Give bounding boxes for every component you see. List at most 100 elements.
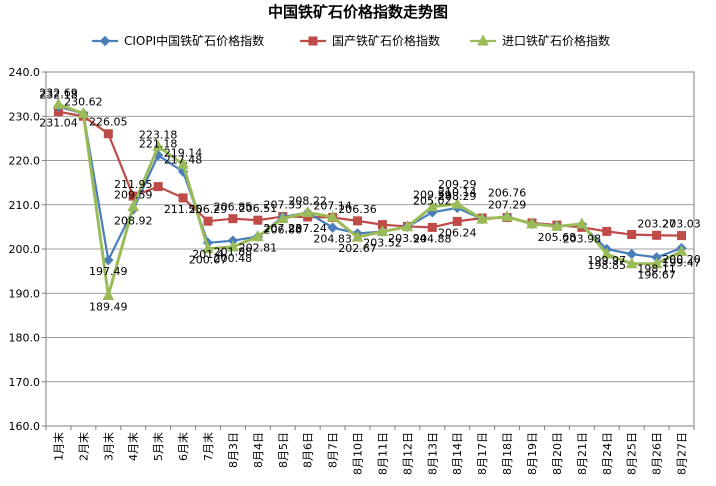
data-label: 203.52: [363, 237, 402, 250]
data-label: 202.67: [338, 242, 377, 255]
data-label: 206.85: [214, 201, 253, 214]
data-label: 232.18: [39, 89, 78, 102]
x-tick-label: 8月20日: [551, 432, 564, 475]
series-point: [675, 244, 688, 256]
data-label: 196.67: [637, 269, 676, 282]
x-tick-label: 5月末: [151, 432, 165, 461]
data-label: 200.07: [189, 254, 228, 267]
series-point: [276, 212, 289, 224]
y-tick-label: 240.0: [9, 66, 41, 79]
data-label: 205.02: [413, 194, 452, 207]
data-label: 204.88: [413, 232, 452, 245]
series-point: [477, 34, 489, 46]
y-tick-label: 210.0: [9, 199, 41, 212]
series-point: [77, 106, 90, 119]
legend-label: CIOPI中国铁矿石价格指数: [124, 33, 264, 48]
series-point: [426, 199, 439, 212]
data-label: 208.22: [288, 195, 327, 208]
y-tick-label: 190.0: [9, 287, 41, 300]
data-label: 221.18: [139, 137, 178, 150]
data-label: 207.29: [488, 199, 527, 212]
data-label: 209.59: [114, 189, 153, 202]
data-label: 209.59: [413, 189, 452, 202]
legend-item-2: 进口铁矿石价格指数: [470, 33, 610, 48]
x-tick-label: 8月5日: [277, 432, 290, 468]
series-point: [327, 222, 338, 233]
data-label: 202.81: [239, 242, 278, 255]
data-label: 197.49: [89, 265, 128, 278]
data-label: 207.14: [313, 199, 352, 212]
x-tick-label: 2月末: [76, 432, 90, 461]
data-label: 207.24: [288, 222, 327, 235]
series-point: [228, 214, 238, 224]
x-tick-label: 4月末: [126, 432, 140, 461]
x-tick-label: 1月末: [51, 432, 65, 461]
x-tick-label: 8月21日: [576, 432, 589, 475]
series-point: [602, 226, 612, 236]
axes: 160.0 170.0 180.0 190.0 200.0 210.0 220.0 230.0…: [9, 66, 695, 475]
data-label: 206.24: [438, 226, 477, 239]
x-tick-label: 8月27日: [676, 432, 689, 475]
data-label: 200.20: [662, 253, 701, 266]
y-tick-label: 160.0: [9, 420, 41, 433]
series-point: [252, 229, 264, 242]
data-label: 203.94: [388, 232, 427, 245]
x-tick-label: 8月24日: [601, 432, 614, 475]
data-label: 226.05: [89, 116, 128, 129]
x-tick-label: 8月7日: [327, 432, 340, 468]
series-point: [677, 231, 687, 241]
series-point: [253, 215, 263, 225]
series-point: [103, 254, 114, 266]
data-label: 204.83: [313, 233, 352, 246]
series-point: [351, 230, 364, 242]
series-point: [452, 216, 462, 226]
data-label: 203.03: [662, 218, 701, 231]
data-label: 200.48: [214, 252, 253, 265]
x-tick-label: 8月10日: [352, 432, 365, 475]
series-2: [52, 97, 688, 301]
data-label: 207.23: [264, 222, 303, 235]
x-tick-label: 8月25日: [626, 432, 639, 475]
data-label: 208.92: [114, 215, 153, 228]
y-tick-label: 230.0: [9, 110, 41, 123]
data-label: 205.68: [538, 231, 577, 244]
x-tick-label: 8月17日: [476, 432, 489, 475]
x-tick-label: 7月末: [201, 432, 215, 461]
chart-title: 中国铁矿石价格指数走势图: [268, 3, 448, 21]
x-tick-label: 8月12日: [401, 432, 414, 475]
x-tick-label: 3月末: [101, 432, 115, 461]
data-label: 208.29: [438, 190, 477, 203]
series-point: [501, 210, 513, 222]
series-point: [177, 157, 189, 169]
series-point: [202, 242, 214, 254]
data-label: 219.14: [164, 146, 203, 159]
series-point: [625, 257, 638, 269]
legend-label: 进口铁矿石价格指数: [502, 33, 610, 48]
series-point: [476, 212, 488, 224]
series-point: [376, 224, 389, 237]
series-lines: [52, 97, 688, 301]
data-label: 206.29: [189, 203, 228, 216]
data-label: 206.51: [239, 202, 278, 215]
x-tick-label: 8月11日: [376, 432, 389, 475]
x-tick-label: 8月26日: [651, 432, 664, 475]
series-point: [99, 35, 111, 47]
series-point: [526, 217, 538, 229]
x-tick-label: 8月6日: [302, 432, 315, 468]
legend-item-0: CIOPI中国铁矿石价格指数: [92, 33, 264, 48]
series-point: [102, 288, 115, 301]
x-tick-label: 8月3日: [227, 432, 240, 468]
legend-item-1: 国产铁矿石价格指数: [300, 33, 440, 48]
x-tick-label: 6月末: [176, 432, 190, 461]
data-label: 209.29: [438, 178, 477, 191]
data-label: 203.98: [563, 232, 602, 245]
series-point: [353, 216, 363, 226]
series-point: [627, 230, 637, 240]
x-tick-label: 8月19日: [526, 432, 539, 475]
series-point: [152, 139, 164, 151]
series-point: [326, 210, 339, 222]
series-point: [600, 247, 613, 259]
data-label: 201.88: [214, 246, 253, 259]
